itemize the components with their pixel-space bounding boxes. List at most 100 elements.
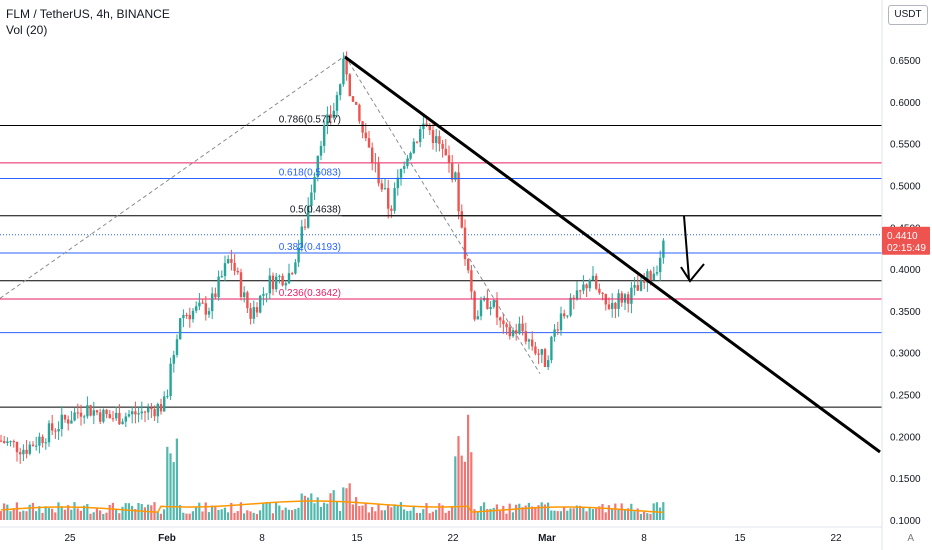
candle-body — [511, 330, 515, 337]
fib-level-label: 0.236(0.3642) — [279, 288, 341, 299]
candle — [169, 357, 172, 401]
volume-bar — [79, 510, 82, 520]
candle — [92, 401, 95, 425]
volume-bar — [6, 504, 9, 520]
candle-body — [51, 423, 54, 431]
price-tick-label: 0.2500 — [890, 391, 921, 402]
candle-body — [217, 276, 220, 298]
fib-level-label: 0.382(0.4193) — [279, 242, 341, 253]
candle — [428, 122, 431, 136]
volume-bar — [150, 505, 153, 520]
candle — [339, 83, 342, 101]
volume-bar — [297, 507, 300, 520]
candle — [54, 428, 57, 439]
candle — [159, 398, 163, 415]
volume-bar — [611, 508, 614, 520]
volume-bar — [313, 503, 316, 520]
candle-body — [591, 275, 595, 281]
candle — [204, 295, 207, 321]
candle-body — [25, 449, 28, 454]
candle — [377, 156, 380, 187]
candle — [617, 289, 620, 317]
candle-body — [444, 148, 447, 156]
volume-bar — [179, 505, 182, 520]
volume-bar — [67, 505, 70, 520]
volume-bar — [649, 513, 652, 520]
candle-body — [505, 324, 508, 328]
candle — [67, 415, 70, 431]
candle-body — [393, 188, 396, 211]
volume-bar — [3, 503, 6, 520]
volume-bar — [262, 503, 265, 520]
candle-body — [598, 288, 601, 293]
candle — [361, 120, 364, 139]
symbol-title[interactable]: FLM / TetherUS, 4h, BINANCE — [6, 7, 170, 21]
candle — [572, 295, 575, 310]
volume-indicator-label[interactable]: Vol (20) — [6, 23, 48, 37]
candle — [335, 91, 339, 118]
fib-diagonal-line — [0, 55, 346, 299]
volume-bar — [19, 511, 22, 520]
candle — [531, 331, 534, 351]
candle-body — [105, 409, 108, 415]
candle — [614, 301, 617, 319]
candle — [220, 270, 223, 278]
candle-body — [127, 414, 131, 417]
volume-bar — [540, 502, 543, 520]
candle-body — [291, 273, 294, 275]
volume-bar — [243, 513, 246, 520]
candle-body — [67, 419, 70, 424]
candle-body — [297, 247, 300, 263]
candle-body — [239, 272, 243, 298]
candle — [454, 171, 457, 182]
volume-bar — [57, 502, 60, 520]
time-tick-label: Mar — [538, 533, 556, 544]
candle-body — [454, 172, 457, 180]
candle-body — [409, 152, 412, 159]
candle-body — [470, 270, 473, 292]
volume-bar — [425, 503, 428, 520]
volume-bar — [143, 507, 146, 520]
candle — [195, 301, 198, 314]
time-tick-label: 15 — [351, 533, 363, 544]
candle — [118, 404, 121, 426]
volume-bar — [454, 456, 457, 520]
candle-body — [70, 420, 73, 424]
candle-body — [527, 339, 531, 342]
candle — [185, 312, 188, 319]
candle-body — [412, 141, 415, 153]
volume-bar — [537, 505, 540, 520]
candle — [230, 249, 233, 271]
candle-body — [463, 227, 467, 260]
volume-bar — [399, 502, 402, 520]
volume-bar — [444, 512, 447, 520]
candle-body — [550, 336, 553, 361]
volume-bar — [310, 493, 313, 520]
volume-bar — [655, 502, 658, 520]
volume-bar — [172, 462, 175, 520]
volume-bar — [486, 508, 489, 520]
fib-level-label: 0.618(0.5083) — [279, 168, 341, 179]
candle — [259, 294, 262, 314]
volume-bar — [319, 506, 322, 520]
candle-body — [204, 303, 207, 315]
time-tick-label: 8 — [259, 533, 265, 544]
volume-bar — [335, 501, 338, 520]
candle — [643, 272, 646, 290]
time-tick-label: 22 — [830, 533, 842, 544]
candle-body — [12, 441, 15, 443]
currency-button[interactable]: USDT — [888, 5, 928, 25]
candle-body — [9, 441, 12, 443]
candle-body — [102, 409, 105, 422]
candle — [326, 106, 329, 135]
candle-body — [319, 145, 323, 156]
candle — [595, 273, 598, 291]
candle — [383, 178, 387, 190]
auto-scale-button[interactable]: A — [907, 533, 914, 544]
volume-bar — [598, 506, 601, 520]
candle-body — [233, 262, 236, 271]
volume-bar — [582, 507, 585, 520]
candle-body — [307, 205, 310, 228]
candle — [150, 402, 153, 418]
